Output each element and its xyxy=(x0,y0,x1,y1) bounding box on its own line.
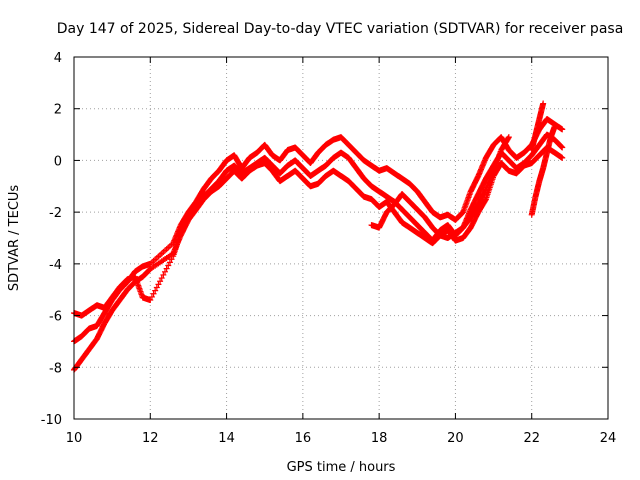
x-tick-label: 20 xyxy=(447,431,464,446)
series-trace-4 xyxy=(368,134,512,241)
data-point xyxy=(165,262,172,269)
x-tick-label: 18 xyxy=(371,431,388,446)
x-tick-label: 16 xyxy=(295,431,312,446)
y-axis-label: SDTVAR / TECUs xyxy=(7,185,22,292)
data-point xyxy=(147,297,154,304)
x-tick-labels: 10 12 14 16 18 20 22 24 xyxy=(66,431,617,446)
x-axis-label: GPS time / hours xyxy=(287,460,396,475)
data-point xyxy=(150,290,157,297)
data-point xyxy=(559,144,566,151)
data-point xyxy=(158,275,165,282)
series-trace-2 xyxy=(71,131,566,373)
x-tick-label: 22 xyxy=(523,431,540,446)
data-point xyxy=(157,278,164,285)
grid xyxy=(74,57,608,419)
y-tick-labels: -10 -8 -6 -4 -2 0 2 4 xyxy=(41,51,62,428)
data-point xyxy=(153,284,160,291)
data-point xyxy=(166,259,173,266)
data-point xyxy=(559,126,566,133)
y-tick-label: -2 xyxy=(49,206,62,221)
x-tick-label: 12 xyxy=(142,431,159,446)
data-point xyxy=(505,134,512,141)
y-tick-label: 4 xyxy=(54,51,62,66)
series-trace-6 xyxy=(528,100,547,154)
y-tick-label: -4 xyxy=(49,258,62,273)
series-trace-5 xyxy=(528,123,558,218)
x-tick-label: 24 xyxy=(600,431,617,446)
data-point xyxy=(161,268,168,275)
x-tick-label: 10 xyxy=(66,431,83,446)
data-point xyxy=(155,281,162,288)
data-point xyxy=(559,154,566,161)
chart-title: Day 147 of 2025, Sidereal Day-to-day VTE… xyxy=(57,21,624,37)
y-tick-label: -10 xyxy=(41,413,62,428)
data-point xyxy=(148,293,155,300)
plot-frame xyxy=(73,56,609,420)
x-tick-label: 14 xyxy=(218,431,235,446)
y-tick-label: -8 xyxy=(49,361,62,376)
data-point xyxy=(540,100,547,107)
y-tick-label: -6 xyxy=(49,310,62,325)
y-tick-label: 2 xyxy=(54,103,62,118)
series-trace-1 xyxy=(71,116,566,345)
axis-ticks xyxy=(73,56,609,420)
y-tick-label: 0 xyxy=(54,154,62,169)
data-point xyxy=(163,265,170,272)
data-point xyxy=(551,123,558,130)
data-point xyxy=(152,287,159,294)
data-marks xyxy=(71,100,566,373)
data-point xyxy=(168,256,175,263)
data-point xyxy=(160,271,167,278)
